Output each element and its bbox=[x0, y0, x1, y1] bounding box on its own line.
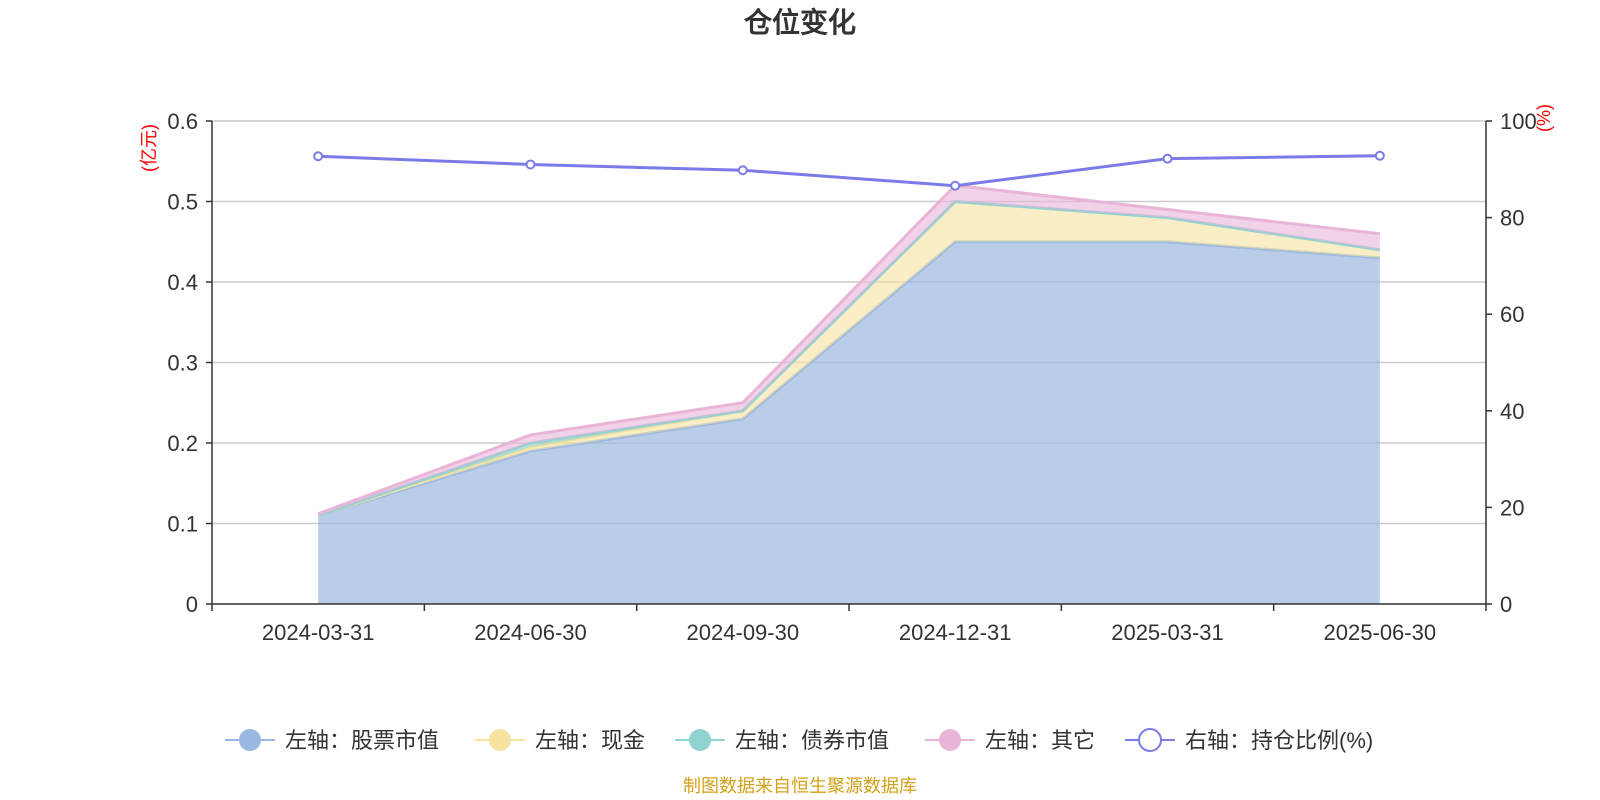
ratio-point bbox=[313, 151, 324, 162]
left-axis-tick-label: 0.4 bbox=[167, 270, 198, 295]
legend-item: 左轴：现金 bbox=[475, 728, 645, 753]
ratio-line bbox=[318, 154, 1380, 188]
legend-marker-icon bbox=[239, 729, 261, 751]
right-axis-tick-label: 80 bbox=[1500, 206, 1524, 231]
legend-label: 左轴：债券市值 bbox=[735, 728, 889, 753]
legend-marker-icon bbox=[489, 729, 511, 751]
legend-item: 左轴：其它 bbox=[925, 728, 1095, 753]
legend-label: 右轴：持仓比例(%) bbox=[1185, 728, 1373, 753]
legend-marker-icon bbox=[939, 729, 961, 751]
area-edge-4 bbox=[317, 183, 1381, 516]
legend-marker-icon bbox=[1138, 728, 1162, 752]
right-axis-unit: (%) bbox=[1534, 104, 1554, 132]
source-note: 制图数据来自恒生聚源数据库 bbox=[683, 776, 917, 796]
x-axis-tick-label: 2024-06-30 bbox=[474, 620, 587, 645]
left-axis-tick-label: 0.1 bbox=[167, 512, 198, 537]
right-axis-tick-label: 100 bbox=[1500, 109, 1537, 134]
axes: 0 0.1 0.2 0.3 0.4 0.5 0.6 0 20 40 60 80 100 2024-03-3… bbox=[167, 109, 1536, 645]
ratio-point bbox=[1162, 153, 1173, 164]
ratio-point bbox=[1374, 150, 1385, 161]
right-axis-tick-label: 60 bbox=[1500, 302, 1524, 327]
legend: 左轴：股票市值 左轴：现金 左轴：债券市值 左轴：其它 右轴：持仓比例(%) bbox=[225, 728, 1373, 753]
left-axis-tick-label: 0.3 bbox=[167, 351, 198, 376]
area-3 bbox=[318, 201, 1380, 516]
x-axis-tick-label: 2024-03-31 bbox=[262, 620, 375, 645]
left-axis-tick-label: 0.5 bbox=[167, 190, 198, 215]
ratio-point bbox=[525, 159, 536, 170]
legend-item: 右轴：持仓比例(%) bbox=[1125, 728, 1373, 753]
chart-title: 仓位变化 bbox=[744, 6, 856, 38]
legend-label: 左轴：现金 bbox=[535, 728, 645, 753]
x-axis-tick-label: 2025-06-30 bbox=[1324, 620, 1437, 645]
area-series bbox=[317, 183, 1381, 604]
left-axis-tick-label: 0 bbox=[186, 592, 198, 617]
line-series bbox=[313, 150, 1385, 191]
area-4 bbox=[318, 185, 1380, 516]
legend-marker-icon bbox=[689, 729, 711, 751]
x-axis-tick-label: 2024-12-31 bbox=[899, 620, 1012, 645]
right-axis-tick-label: 0 bbox=[1500, 592, 1512, 617]
legend-label: 左轴：股票市值 bbox=[285, 728, 439, 753]
ratio-point bbox=[950, 180, 961, 191]
x-axis-tick-label: 2025-03-31 bbox=[1111, 620, 1224, 645]
legend-label: 左轴：其它 bbox=[985, 728, 1095, 753]
x-axis-tick-label: 2024-09-30 bbox=[687, 620, 800, 645]
legend-item: 左轴：股票市值 bbox=[225, 728, 439, 753]
right-axis-tick-label: 20 bbox=[1500, 495, 1524, 520]
left-axis-tick-label: 0.2 bbox=[167, 431, 198, 456]
right-axis-tick-label: 40 bbox=[1500, 399, 1524, 424]
legend-item: 左轴：债券市值 bbox=[675, 728, 889, 753]
ratio-point bbox=[737, 165, 748, 176]
left-axis-unit: (亿元) bbox=[139, 124, 159, 172]
area-1 bbox=[318, 241, 1380, 604]
left-axis-tick-label: 0.6 bbox=[167, 109, 198, 134]
